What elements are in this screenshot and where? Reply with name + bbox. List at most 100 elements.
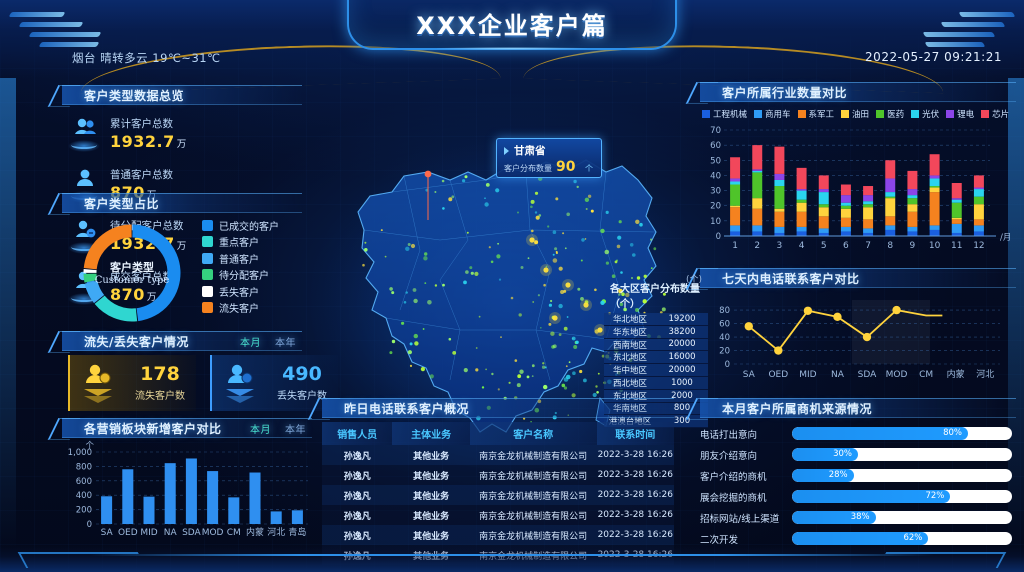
stack-seg-锂电-6[interactable] <box>840 195 851 203</box>
stack-seg-系军工-4[interactable] <box>796 211 807 227</box>
stack-seg-系军工-5[interactable] <box>818 216 829 229</box>
region-row[interactable]: 东北地区 16000 <box>604 351 708 365</box>
stack-seg-芯片-12[interactable] <box>973 175 984 188</box>
donut-slice-0[interactable] <box>132 224 181 322</box>
stack-seg-油田-5[interactable] <box>818 207 829 217</box>
stack-seg-光伏-6[interactable] <box>840 202 851 206</box>
industry-legend-item-5[interactable]: 光伏 <box>911 108 939 120</box>
stack-seg-芯片-10[interactable] <box>929 154 940 176</box>
stack-seg-商用车-3[interactable] <box>774 226 785 233</box>
stack-seg-商用车-4[interactable] <box>796 226 807 232</box>
stack-seg-商用车-5[interactable] <box>818 228 829 233</box>
industry-legend-item-2[interactable]: 系军工 <box>797 108 834 120</box>
stack-seg-工程机械-12[interactable] <box>973 231 984 236</box>
stack-seg-商用车-9[interactable] <box>907 226 918 232</box>
stack-seg-油田-8[interactable] <box>885 198 896 217</box>
stack-seg-医药-4[interactable] <box>796 199 807 203</box>
stack-seg-医药-7[interactable] <box>863 204 874 208</box>
stack-seg-工程机械-8[interactable] <box>885 229 896 236</box>
donut-slice-1[interactable] <box>94 295 138 322</box>
stack-seg-芯片-3[interactable] <box>774 146 785 174</box>
new-customer-toggle[interactable]: 本月 本年 <box>250 421 306 436</box>
call-table-wrap[interactable]: 销售人员 主体业务 客户名称 联系时间 孙逸凡 其他业务 南京金龙机械制造有限公司 2022… <box>322 422 674 565</box>
stack-seg-光伏-11[interactable] <box>951 199 962 203</box>
stack-seg-芯片-1[interactable] <box>730 157 741 179</box>
customer-type-donut[interactable]: 客户类型 Customer type <box>76 217 188 329</box>
region-row[interactable]: 华北地区 19200 <box>604 313 708 326</box>
line-point-MOD[interactable] <box>892 305 901 315</box>
stack-seg-光伏-5[interactable] <box>818 192 829 205</box>
source-row-1[interactable]: 朋友介绍意向 30% <box>700 445 1012 464</box>
stack-seg-油田-6[interactable] <box>840 208 851 218</box>
stack-seg-商用车-1[interactable] <box>730 225 741 232</box>
toggle-year[interactable]: 本年 <box>275 338 296 349</box>
stack-seg-医药-6[interactable] <box>840 205 851 209</box>
stack-seg-商用车-8[interactable] <box>885 225 896 230</box>
stack-seg-光伏-9[interactable] <box>907 195 918 199</box>
donut-slice-2[interactable] <box>84 280 105 304</box>
donut-legend-item-3[interactable]: 待分配客户 <box>202 267 279 284</box>
stack-seg-工程机械-11[interactable] <box>951 232 962 236</box>
stack-seg-工程机械-6[interactable] <box>840 231 851 236</box>
stack-seg-锂电-3[interactable] <box>774 173 785 180</box>
new-customer-bar-chart[interactable]: 个 0 200 400 600 800 1,000 SA OED MID NA SDA MOD CM 内蒙河… <box>62 440 312 546</box>
stack-seg-锂电-10[interactable] <box>929 175 940 179</box>
stack-seg-系军工-8[interactable] <box>885 216 896 226</box>
table-row[interactable]: 孙逸凡 其他业务 南京金龙机械制造有限公司 2022-3-28 16:26 <box>322 445 674 465</box>
stack-seg-商用车-10[interactable] <box>929 225 940 230</box>
stack-seg-商用车-7[interactable] <box>863 228 874 233</box>
source-row-3[interactable]: 展会挖掘的商机 72% <box>700 487 1012 506</box>
bar-SDA[interactable] <box>185 458 197 524</box>
stack-seg-工程机械-4[interactable] <box>796 231 807 236</box>
line-point-NA[interactable] <box>833 312 842 322</box>
donut-legend-item-5[interactable]: 流失客户 <box>202 300 279 317</box>
bar-SA[interactable] <box>101 496 113 524</box>
bar-MID[interactable] <box>143 496 155 524</box>
stack-seg-系军工-9[interactable] <box>907 211 918 227</box>
bar-NA[interactable] <box>164 463 176 524</box>
stack-seg-锂电-9[interactable] <box>907 189 918 196</box>
table-row[interactable]: 孙逸凡 其他业务 南京金龙机械制造有限公司 2022-3-28 16:26 <box>322 465 674 485</box>
stack-seg-光伏-3[interactable] <box>774 179 785 187</box>
stack-seg-锂电-8[interactable] <box>885 178 896 193</box>
source-row-0[interactable]: 电话打出意向 80% <box>700 424 1012 443</box>
stack-seg-系军工-3[interactable] <box>774 211 785 227</box>
table-row[interactable]: 孙逸凡 其他业务 南京金龙机械制造有限公司 2022-3-28 16:26 <box>322 525 674 545</box>
stack-seg-油田-10[interactable] <box>929 187 940 193</box>
industry-legend-item-4[interactable]: 医药 <box>876 108 904 120</box>
bar-内蒙[interactable] <box>249 472 261 524</box>
bar-MOD[interactable] <box>207 471 219 524</box>
stack-seg-芯片-5[interactable] <box>818 175 829 190</box>
stack-seg-油田-9[interactable] <box>907 204 918 212</box>
stack-seg-油田-7[interactable] <box>863 207 874 220</box>
stack-seg-光伏-8[interactable] <box>885 192 896 197</box>
stack-seg-芯片-6[interactable] <box>840 184 851 196</box>
bar-OED[interactable] <box>122 469 134 524</box>
bar-河北[interactable] <box>270 511 282 524</box>
toggle-month[interactable]: 本月 <box>240 338 261 349</box>
stack-seg-医药-10[interactable] <box>929 186 940 188</box>
stack-seg-工程机械-10[interactable] <box>929 229 940 236</box>
newcust-toggle-month[interactable]: 本月 <box>250 425 271 436</box>
stack-seg-医药-8[interactable] <box>885 196 896 199</box>
stack-seg-光伏-1[interactable] <box>730 181 741 185</box>
stack-seg-系军工-12[interactable] <box>973 219 984 226</box>
line-point-SDA[interactable] <box>862 332 872 342</box>
stack-seg-油田-12[interactable] <box>973 204 984 220</box>
kpi-card-3[interactable]: 成交客户总数 870 万 <box>66 264 196 309</box>
stack-seg-芯片-2[interactable] <box>752 145 763 170</box>
table-row[interactable]: 孙逸凡 其他业务 南京金龙机械制造有限公司 2022-3-28 16:26 <box>322 505 674 525</box>
stack-seg-医药-3[interactable] <box>774 186 785 209</box>
region-row[interactable]: 西南地区 20000 <box>604 338 708 352</box>
stack-seg-芯片-4[interactable] <box>796 167 807 190</box>
stack-seg-工程机械-7[interactable] <box>863 232 874 236</box>
stack-seg-工程机械-2[interactable] <box>752 231 763 236</box>
stack-seg-光伏-4[interactable] <box>796 190 807 200</box>
stack-seg-工程机械-3[interactable] <box>774 232 785 236</box>
industry-legend-item-3[interactable]: 油田 <box>841 108 869 120</box>
stack-seg-商用车-11[interactable] <box>951 223 962 233</box>
industry-legend-item-1[interactable]: 商用车 <box>754 108 791 120</box>
donut-slice-5[interactable] <box>83 224 132 270</box>
stack-seg-油田-2[interactable] <box>752 198 763 209</box>
bar-CM[interactable] <box>228 497 240 524</box>
